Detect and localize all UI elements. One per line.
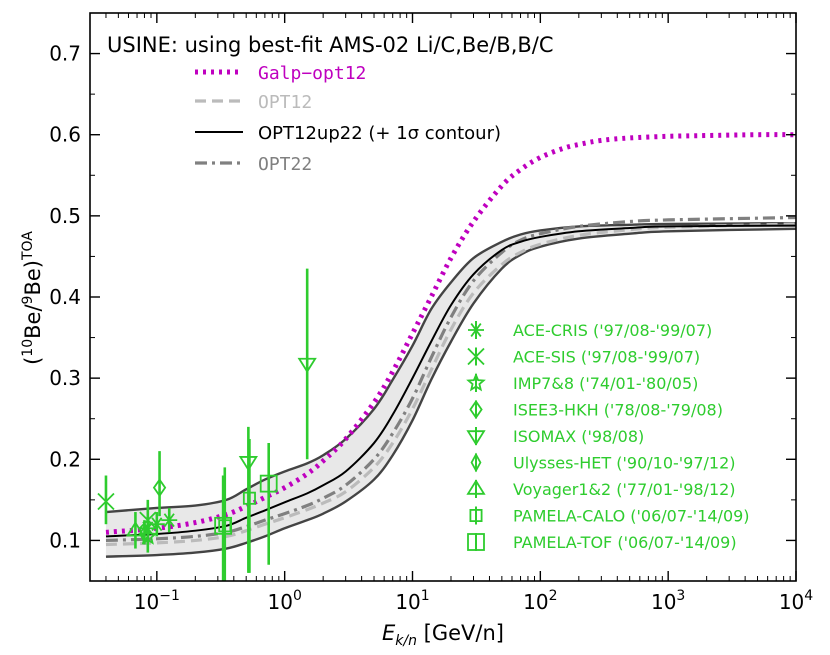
data-points-layer bbox=[97, 268, 317, 581]
y-tick-label-3: 0.4 bbox=[49, 285, 81, 309]
data-legend-marker-3 bbox=[469, 399, 483, 420]
data-legend: ACE-CRIS ('97/08-'99/07) ACE-SIS ('97/08-… bbox=[466, 321, 750, 552]
legend-label-3: OPT22 bbox=[258, 154, 312, 175]
x-tick-label-2: 101 bbox=[395, 588, 429, 614]
contour-lower-line bbox=[105, 227, 796, 558]
data-legend-label-2: IMP7&8 ('74/01-'80/05) bbox=[513, 374, 698, 393]
data-legend-label-6: Voyager1&2 ('77/01-'98/12) bbox=[513, 480, 736, 499]
data-legend-marker-7 bbox=[469, 508, 483, 522]
data-point-1-0 bbox=[97, 492, 115, 511]
x-axis-label: Ek/n [GeV/n] bbox=[382, 621, 504, 649]
y-tick-label-2: 0.3 bbox=[49, 366, 81, 390]
data-legend-marker-5 bbox=[470, 452, 482, 473]
data-point-0-2 bbox=[161, 512, 178, 529]
data-legend-marker-0 bbox=[468, 322, 484, 338]
x-tick-label-1: 100 bbox=[267, 588, 301, 614]
legend-label-1: OPT12 bbox=[258, 92, 312, 113]
chart-title: USINE: using best-fit AMS-02 Li/C,Be/B,B… bbox=[107, 33, 554, 57]
data-point-7-1 bbox=[242, 491, 256, 505]
series-line-1 bbox=[105, 222, 796, 547]
model-legend: Galp−opt12 OPT12 OPT12up22 (+ 1σ contour) O… bbox=[195, 63, 501, 175]
y-tick-label-5: 0.6 bbox=[49, 123, 81, 147]
data-legend-label-0: ACE-CRIS ('97/08-'99/07) bbox=[513, 321, 712, 340]
data-point-3-0 bbox=[152, 478, 167, 498]
y-tick-label-4: 0.5 bbox=[49, 204, 81, 228]
y-tick-label-0: 0.1 bbox=[49, 528, 81, 552]
series-line-3 bbox=[105, 215, 796, 543]
legend-label-0: Galp−opt12 bbox=[258, 63, 366, 84]
data-legend-marker-6 bbox=[466, 479, 486, 495]
x-tick-label-0: 10−1 bbox=[134, 588, 180, 614]
data-legend-label-4: ISOMAX ('98/08) bbox=[513, 427, 644, 446]
data-point-8-1 bbox=[259, 474, 278, 493]
y-tick-label-1: 0.2 bbox=[49, 447, 81, 471]
data-legend-label-3: ISEE3-HKH ('78/08-'79/08) bbox=[513, 401, 723, 420]
ticks-layer bbox=[89, 12, 797, 582]
x-tick-label-4: 103 bbox=[651, 588, 685, 614]
series-line-2 bbox=[105, 224, 796, 538]
data-legend-label-8: PAMELA-TOF ('06/07-'14/09) bbox=[513, 533, 737, 552]
data-legend-label-1: ACE-SIS ('97/08-'99/07) bbox=[513, 348, 700, 367]
data-legend-marker-8 bbox=[467, 533, 485, 551]
data-legend-label-7: PAMELA-CALO ('06/07-'14/09) bbox=[513, 507, 750, 526]
y-axis-label: (10Be/9Be)TOA bbox=[20, 231, 45, 365]
data-legend-marker-1 bbox=[467, 347, 485, 366]
legend-label-2: OPT12up22 (+ 1σ contour) bbox=[258, 123, 501, 144]
data-point-6-0 bbox=[125, 520, 146, 537]
contour-band-fill bbox=[105, 223, 796, 557]
model-lines-layer bbox=[105, 132, 796, 547]
tick-labels-layer: 0.1 0.2 0.3 0.4 0.5 0.6 0.7 10−1 100 101 102 103 104 bbox=[49, 42, 813, 614]
y-tick-label-6: 0.7 bbox=[49, 42, 81, 66]
data-legend-label-5: Ulysses-HET ('90/10-'97/12) bbox=[513, 454, 736, 473]
x-tick-label-3: 102 bbox=[523, 588, 557, 614]
data-point-0-1 bbox=[148, 516, 165, 533]
data-legend-marker-2 bbox=[466, 372, 486, 392]
x-tick-label-5: 104 bbox=[779, 588, 813, 614]
data-legend-marker-4 bbox=[466, 430, 486, 446]
data-point-8-0 bbox=[214, 516, 233, 535]
data-point-4-1 bbox=[297, 357, 317, 374]
